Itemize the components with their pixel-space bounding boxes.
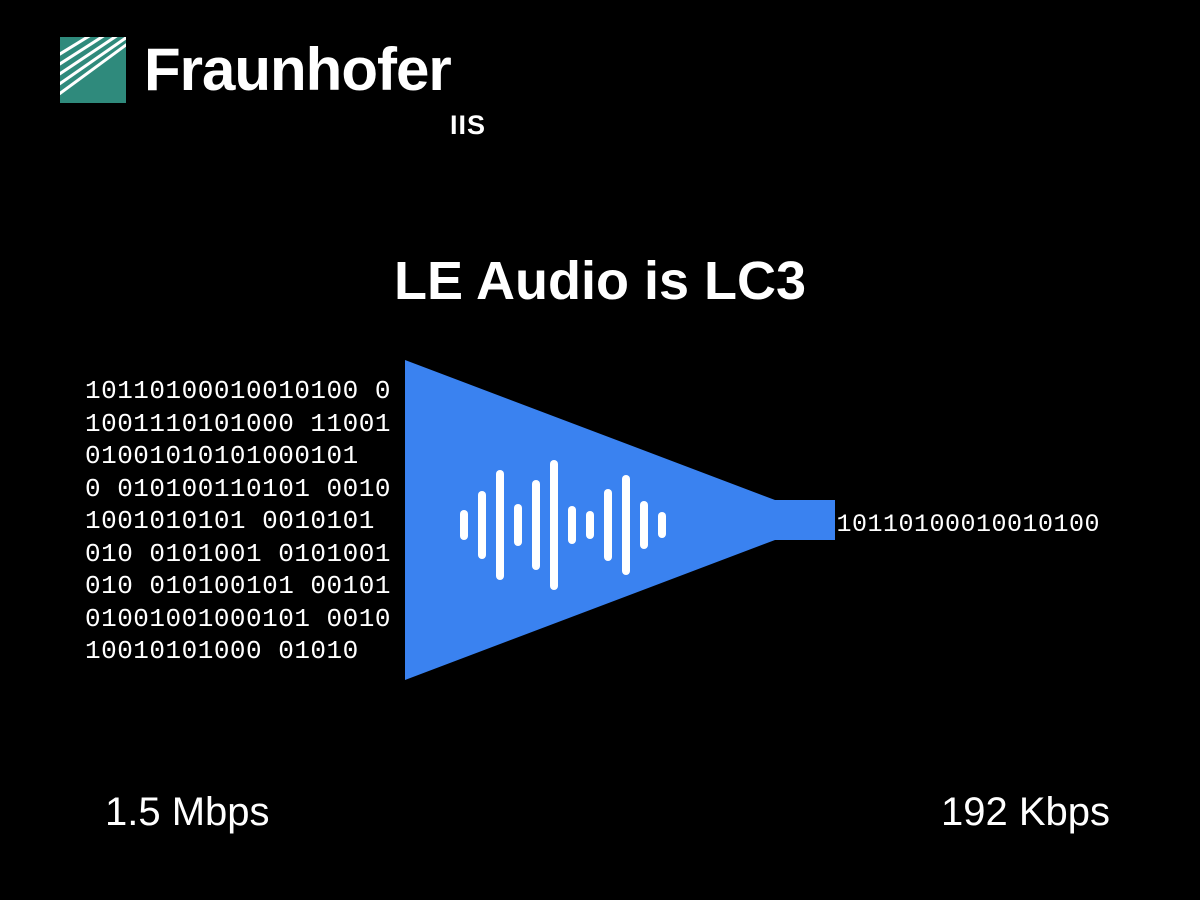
binary-input-block: 10110100010010100 01001110101000 1100101… [85, 375, 391, 668]
fraunhofer-logo-mark [60, 37, 126, 103]
logo-row: Fraunhofer [60, 35, 486, 104]
compression-diagram: 10110100010010100 01001110101000 1100101… [70, 360, 1130, 680]
waveform-icon [460, 455, 670, 595]
page-title: LE Audio is LC3 [394, 250, 806, 312]
logo-block: Fraunhofer IIS [60, 35, 486, 141]
funnel-graphic [405, 360, 835, 680]
subbrand-name: IIS [450, 110, 486, 141]
brand-name: Fraunhofer [144, 35, 451, 104]
binary-output-line: 10110100010010100 [836, 510, 1100, 539]
input-bitrate-label: 1.5 Mbps [105, 790, 270, 835]
output-bitrate-label: 192 Kbps [941, 790, 1110, 835]
